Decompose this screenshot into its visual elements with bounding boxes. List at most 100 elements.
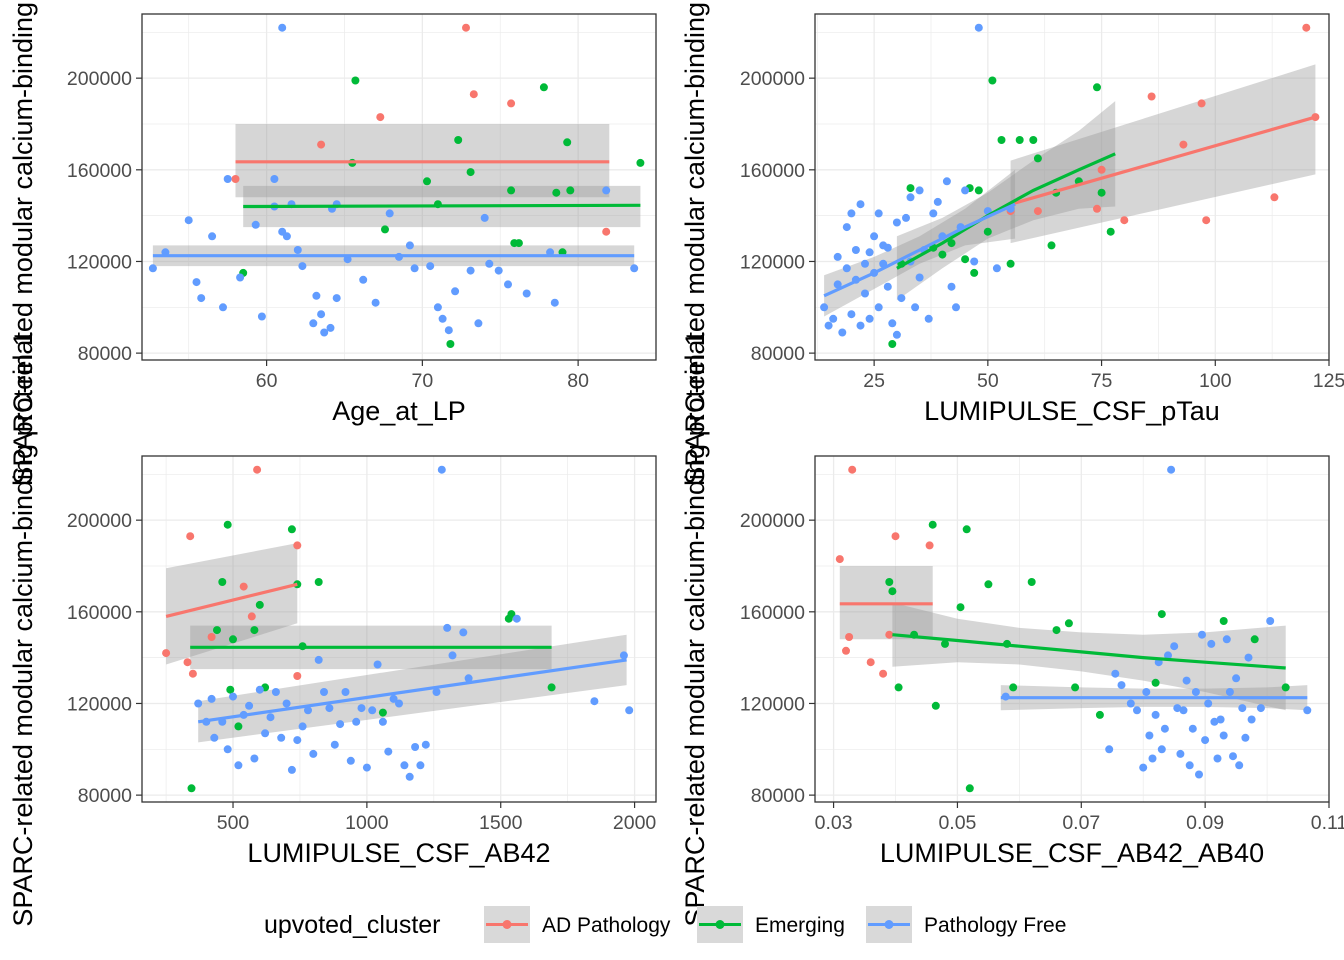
point-pathology-free [870,232,879,241]
point-pathology-free [1139,763,1148,772]
y-tick-label: 200000 [67,68,132,90]
point-emerging [1009,683,1018,692]
point-pathology-free [1157,745,1166,754]
point-pathology-free [897,294,906,303]
point-pathology-free [485,259,494,268]
point-pathology-free [223,175,232,183]
panel-3: 500 1000 1500 2000 80000 120000 160000 200000 LU… [8,331,657,927]
point-pathology-free [874,209,883,218]
point-pathology-free [438,314,447,323]
point-pathology-free [266,713,275,722]
point-emerging [539,83,548,92]
point-emerging [938,250,947,259]
legend: upvoted_cluster AD Pathology Emerging Pa… [264,906,1066,943]
point-pathology-free [287,765,296,774]
point-pathology-free [619,651,628,660]
point-pathology-free [1204,699,1213,708]
point-pathology-free [820,303,829,312]
point-pathology-free [952,303,960,312]
point-pathology-free [1198,630,1206,639]
point-pathology-free [309,319,318,328]
point-pathology-free [197,294,206,303]
point-emerging [983,227,992,236]
point-ad-pathology [1097,165,1106,174]
point-ad-pathology [293,672,302,680]
point-pathology-free [1164,651,1172,660]
y-tick-label: 80000 [78,343,132,365]
confidence-band-pathology-free [824,169,1016,317]
point-pathology-free [494,266,503,275]
point-pathology-free [405,241,414,250]
point-pathology-free [210,733,219,742]
point-pathology-free [630,264,639,273]
point-pathology-free [368,706,377,715]
point-pathology-free [902,213,910,222]
point-ad-pathology [1270,193,1279,202]
point-pathology-free [384,747,393,756]
point-emerging [507,186,516,195]
point-emerging [947,239,956,248]
point-pathology-free [602,186,611,195]
point-emerging [974,186,983,195]
point-emerging [547,683,556,692]
y-tick-label: 200000 [740,510,805,532]
x-tick-label: 70 [412,370,434,392]
grid [142,14,656,360]
point-ad-pathology [925,541,934,550]
panel-border [814,13,1330,361]
point-pathology-free [336,720,345,729]
panel-4: 0.03 0.05 0.07 0.09 0.11 80000 120000 160000 200… [680,331,1344,926]
point-emerging [314,578,323,586]
point-ad-pathology [845,633,854,641]
x-tick-label: 1500 [479,812,523,834]
point-pathology-free [1133,706,1141,715]
point-pathology-free [219,303,227,312]
point-pathology-free [474,319,483,328]
legend-key-emerging-point [715,920,725,929]
y-tick-label: 120000 [67,251,132,273]
point-pathology-free [829,314,838,323]
point-pathology-free [861,289,869,298]
point-pathology-free [251,220,260,229]
point-ad-pathology [1093,204,1101,213]
plot-area [820,23,1320,348]
grid [815,456,1329,802]
point-pathology-free [229,692,237,701]
point-pathology-free [326,323,335,332]
point-pathology-free [1222,635,1231,644]
point-pathology-free [1176,749,1185,758]
point-ad-pathology [885,630,894,639]
point-pathology-free [842,223,851,232]
point-pathology-free [325,704,334,713]
point-pathology-free [1185,761,1194,770]
point-pathology-free [1117,681,1126,690]
point-emerging [234,722,243,731]
point-emerging [1029,136,1038,144]
point-emerging [1071,683,1080,692]
point-emerging [187,784,196,793]
point-pathology-free [293,246,302,254]
point-pathology-free [317,310,326,319]
x-tick-label: 25 [863,370,885,392]
y-tick-label: 80000 [751,343,805,365]
point-pathology-free [842,264,851,273]
trend-line-emerging [892,633,1286,670]
y-axis-title: SPARC-related modular calcium-binding pr… [8,331,38,926]
point-emerging [885,578,894,586]
point-emerging [1097,188,1106,197]
point-emerging [928,520,937,529]
point-emerging [956,603,965,612]
point-pathology-free [330,740,339,749]
point-ad-pathology [1120,216,1129,225]
point-emerging [250,626,259,635]
point-emerging [941,639,949,648]
point-pathology-free [293,736,302,745]
point-pathology-free [278,227,287,236]
point-pathology-free [245,701,254,710]
y-axis-title: SPARC-related modular calcium-binding pr… [680,0,710,485]
point-pathology-free [847,209,856,218]
point-ad-pathology [891,532,900,541]
x-tick-label: 80 [567,370,589,392]
point-pathology-free [512,614,521,623]
trend-line-ad-pathology [165,582,298,618]
